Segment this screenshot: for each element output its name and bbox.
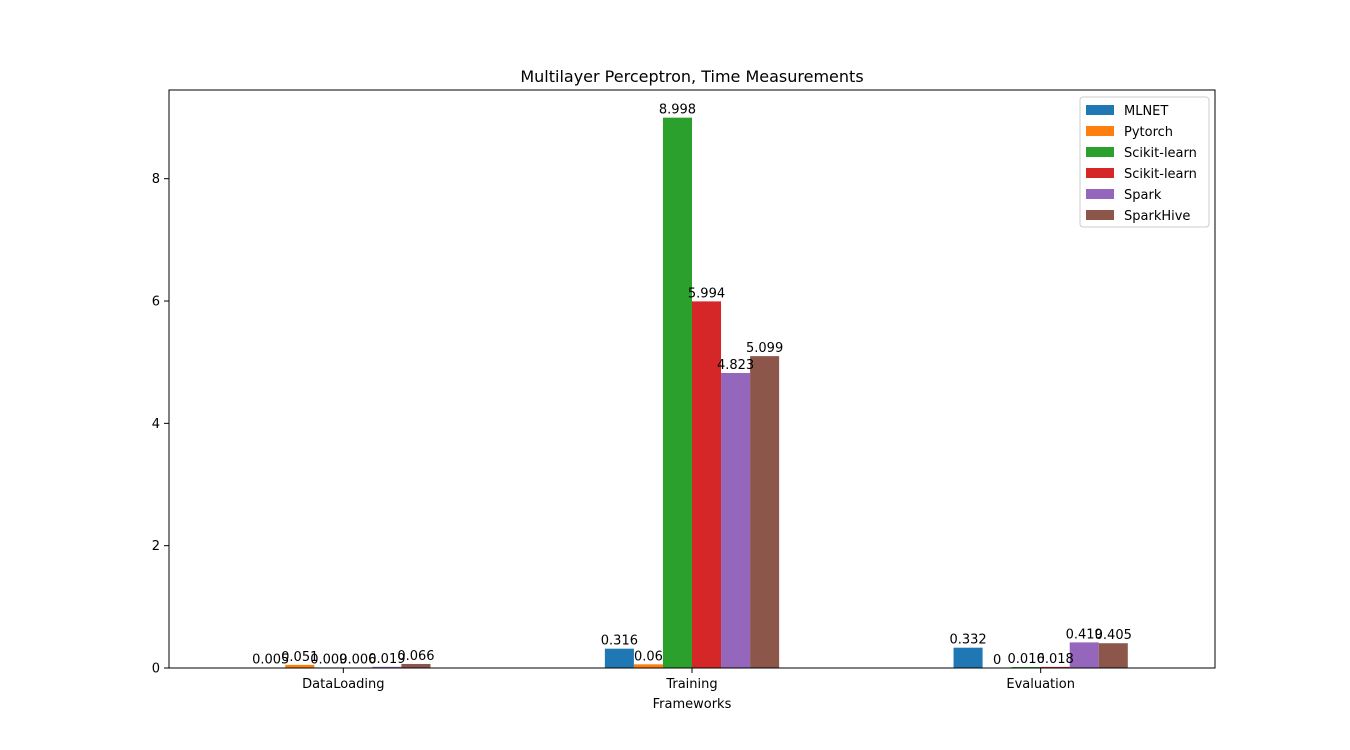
data-label: 0.016: [1008, 652, 1045, 667]
bar: [285, 664, 315, 668]
bar: [604, 648, 634, 668]
bar: [633, 664, 663, 668]
legend-swatch: [1086, 210, 1114, 220]
x-tick-label: Training: [665, 677, 717, 692]
data-labels-layer: 0.005 0.316 0.332 0.051 0.06 0 0.009 8.998 0.016…: [252, 103, 1132, 668]
legend: MLNET Pytorch Scikit-learn Scikit-learn Spar…: [1079, 96, 1210, 228]
legend-label: MLNET: [1124, 104, 1168, 119]
y-tick-label: 2: [152, 539, 160, 554]
data-label: 0.332: [949, 633, 986, 648]
legend-label: Scikit-learn: [1124, 146, 1197, 161]
data-label: 0.316: [601, 634, 638, 649]
bar: [372, 666, 402, 668]
data-label: 0.005: [252, 653, 289, 668]
data-label: 0.019: [368, 652, 405, 667]
bar: [1098, 643, 1128, 668]
data-label: 0.051: [281, 650, 318, 665]
y-axis: 0 2 4 6 8: [152, 172, 169, 677]
data-label: 8.998: [659, 103, 696, 118]
legend-label: Spark: [1124, 188, 1162, 203]
x-axis: DataLoading Training Evaluation: [302, 668, 1075, 692]
x-tick-label: Evaluation: [1006, 677, 1075, 692]
y-tick-label: 8: [152, 172, 160, 187]
legend-swatch: [1086, 168, 1114, 178]
data-label: 0.006: [339, 653, 376, 668]
legend-label: Pytorch: [1124, 125, 1173, 140]
bar: [662, 117, 692, 669]
bar: [401, 663, 431, 668]
y-tick-label: 6: [152, 295, 160, 310]
data-label: 0.419: [1066, 627, 1103, 642]
bar: [1069, 642, 1099, 668]
legend-swatch: [1086, 105, 1114, 115]
data-label: 0: [993, 653, 1001, 668]
x-tick-label: DataLoading: [302, 677, 384, 692]
data-label: 0.018: [1037, 652, 1074, 667]
legend-swatch: [1086, 189, 1114, 199]
data-label: 5.099: [746, 341, 783, 356]
data-label: 5.994: [688, 286, 725, 301]
bar: [953, 647, 983, 668]
chart-title: Multilayer Perceptron, Time Measurements: [520, 67, 863, 86]
data-label: 0.009: [310, 652, 347, 667]
data-label: 0.066: [397, 649, 434, 664]
bar: [1040, 666, 1070, 668]
legend-swatch: [1086, 126, 1114, 136]
bars-layer: [256, 117, 1128, 669]
y-tick-label: 0: [152, 662, 160, 677]
y-tick-label: 4: [152, 417, 160, 432]
data-label: 0.06: [634, 649, 663, 664]
data-label: 4.823: [717, 358, 754, 373]
bar: [692, 301, 722, 668]
legend-label: Scikit-learn: [1124, 167, 1197, 182]
data-label: 0.405: [1095, 628, 1132, 643]
legend-swatch: [1086, 147, 1114, 157]
legend-label: SparkHive: [1124, 209, 1190, 224]
bar: [721, 373, 751, 668]
bar: [750, 356, 780, 668]
x-axis-label: Frameworks: [653, 697, 732, 712]
